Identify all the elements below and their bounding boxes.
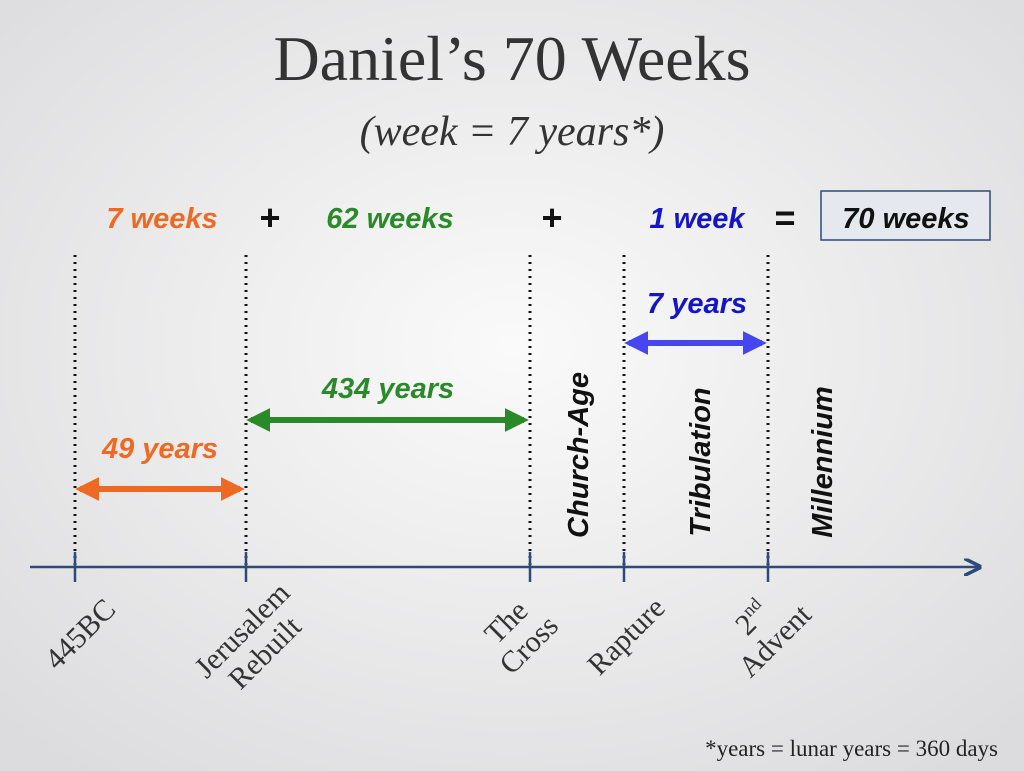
equation-term: 62 weeks <box>326 203 453 235</box>
span-label: 49 years <box>101 433 218 465</box>
operator: = <box>774 197 795 238</box>
span-label: 434 years <box>321 373 454 405</box>
subtitle: (week = 7 years*) <box>360 109 665 155</box>
equation-total: 70 weeks <box>842 203 969 235</box>
equation-term: 7 weeks <box>106 203 217 235</box>
periods: Church-Age Tribulation Millennium <box>563 372 839 538</box>
equation-term: 1 week <box>649 203 746 235</box>
equation: 7 weeks + 62 weeks + 1 week = 70 weeks <box>106 190 991 241</box>
period-label: Church-Age <box>563 372 595 538</box>
period-label: Tribulation <box>685 387 717 536</box>
total-box <box>820 190 991 241</box>
title: Daniel’s 70 Weeks <box>273 23 750 94</box>
axis-ticks <box>73 552 770 582</box>
operator: + <box>541 197 562 238</box>
period-label: Millennium <box>807 386 839 537</box>
operator: + <box>259 197 280 238</box>
dividers <box>73 255 770 567</box>
span-label: 7 years <box>647 288 747 320</box>
footnote: *years = lunar years = 360 days <box>705 736 998 761</box>
